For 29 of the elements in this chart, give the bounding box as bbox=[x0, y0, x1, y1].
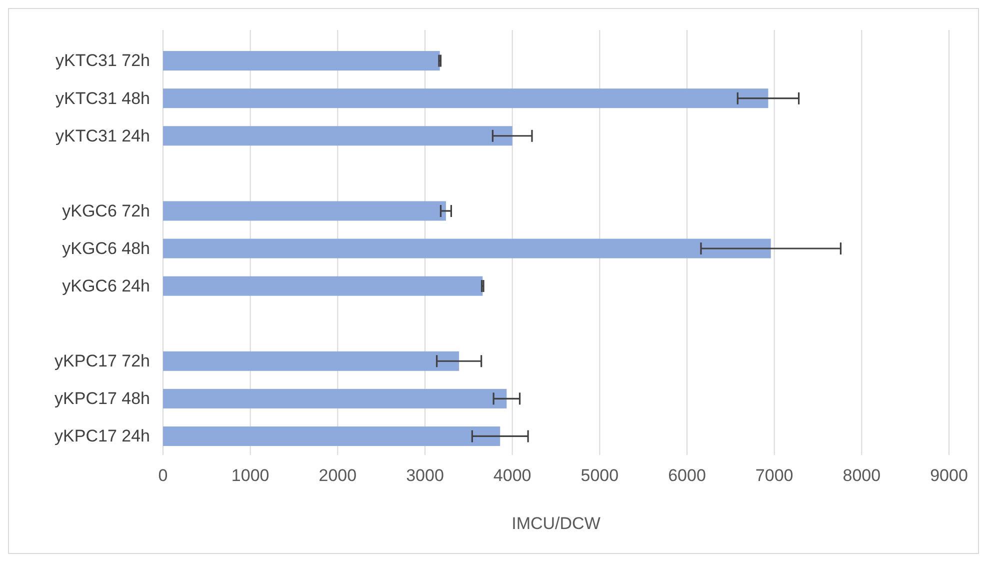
y-tick-label: yKTC31 24h bbox=[56, 126, 150, 146]
x-tick-label: 7000 bbox=[755, 466, 794, 486]
x-axis-title: IMCU/DCW bbox=[512, 514, 600, 533]
y-tick-label: yKGC6 24h bbox=[62, 276, 150, 296]
y-tick-label: yKPC17 24h bbox=[54, 426, 150, 446]
x-tick-label: 6000 bbox=[668, 466, 706, 486]
bar bbox=[163, 238, 771, 258]
bar bbox=[163, 426, 500, 446]
bar bbox=[163, 388, 507, 408]
bar bbox=[163, 351, 460, 371]
y-tick-label: yKPC17 72h bbox=[54, 352, 150, 371]
bar bbox=[163, 276, 483, 296]
x-tick-label: 8000 bbox=[842, 466, 881, 486]
bar bbox=[163, 201, 446, 221]
x-tick-label: 9000 bbox=[930, 466, 968, 486]
y-tick-label: yKGC6 72h bbox=[62, 201, 150, 220]
y-tick-label: yKGC6 48h bbox=[62, 238, 150, 258]
y-tick-label: yKTC31 48h bbox=[56, 88, 150, 108]
bar bbox=[163, 88, 768, 108]
bar bbox=[163, 51, 440, 71]
x-tick-label: 2000 bbox=[318, 466, 357, 486]
x-tick-label: 4000 bbox=[493, 466, 532, 486]
x-tick-label: 0 bbox=[158, 466, 168, 486]
bar bbox=[163, 126, 512, 146]
y-tick-label: yKPC17 48h bbox=[54, 389, 150, 408]
y-tick-label: yKTC31 72h bbox=[56, 51, 150, 70]
x-tick-label: 3000 bbox=[406, 466, 444, 486]
x-tick-label: 1000 bbox=[231, 466, 270, 486]
x-tick-label: 5000 bbox=[580, 466, 619, 486]
